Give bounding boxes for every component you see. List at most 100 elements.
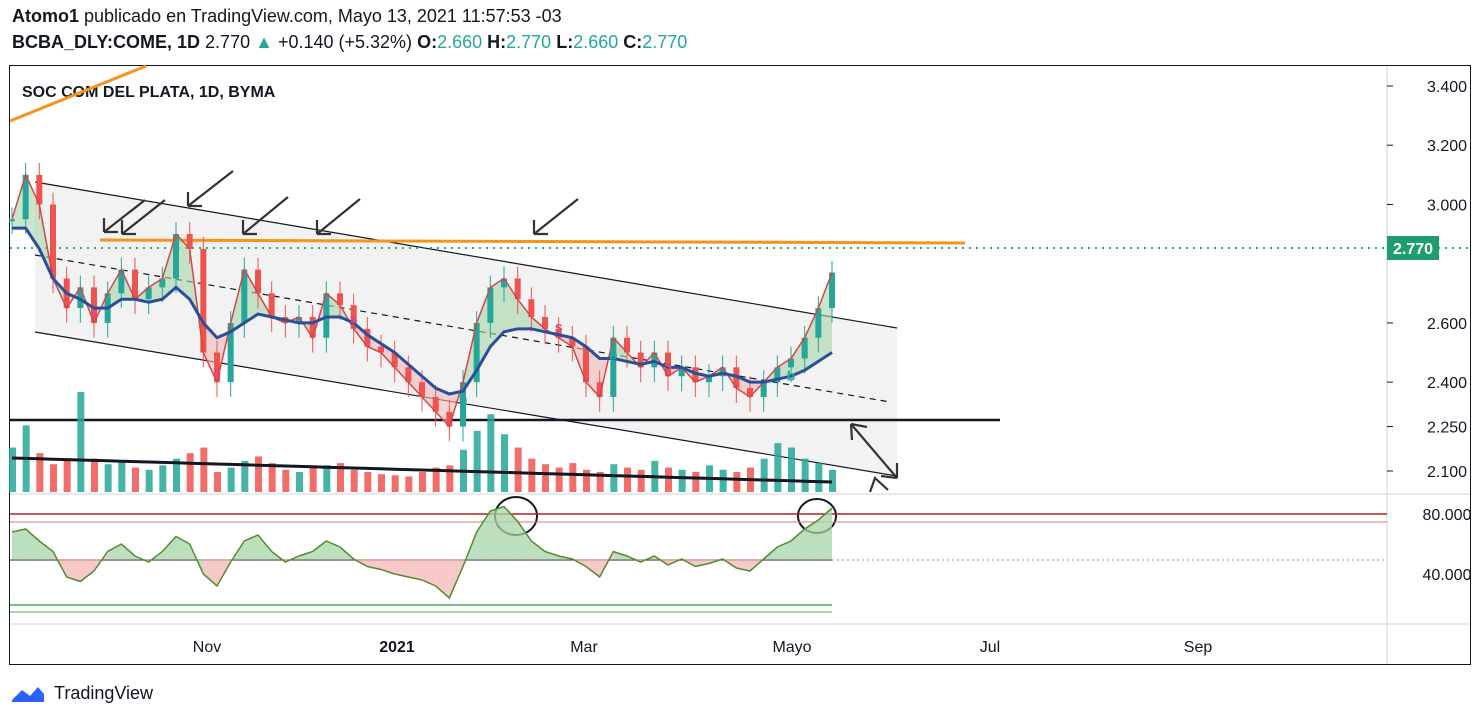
volume-bar (624, 467, 631, 492)
candle-body (419, 382, 425, 397)
price-tick-label: 3.200 (1427, 138, 1467, 155)
publish-info: publicado en TradingView.com, Mayo 13, 2… (84, 6, 562, 26)
candle-body (432, 396, 439, 412)
rsi-tick-label: 40.000 (1423, 567, 1472, 584)
rsi-fill (244, 535, 258, 559)
candle-body (309, 317, 316, 338)
volume-bar (227, 467, 235, 492)
volume-bar (788, 447, 795, 492)
candle-body (50, 204, 56, 279)
volume-bar (50, 464, 57, 492)
volume-bar (268, 463, 276, 492)
candle-body (583, 346, 589, 383)
rsi-fill (504, 506, 518, 559)
volume-bar (719, 469, 727, 492)
signal-marker: s (213, 363, 221, 379)
signal-marker: s (90, 304, 98, 320)
volume-bar (391, 475, 399, 492)
price-ema-fill (613, 337, 627, 362)
signal-marker: b (609, 347, 618, 363)
candle-body (501, 278, 507, 288)
candle-body (159, 278, 166, 288)
candle-body (9, 219, 15, 222)
rsi-fill (312, 541, 327, 559)
price-ema-fill (435, 388, 450, 427)
volume-bar (760, 458, 768, 492)
volume-bar (501, 434, 508, 492)
candle-body (132, 269, 138, 300)
candle-body (391, 352, 398, 368)
volume-bar (528, 458, 536, 492)
candle-body (91, 287, 97, 323)
price-tick-label: 3.400 (1427, 79, 1467, 96)
rsi-tick-label: 80.000 (1423, 507, 1472, 524)
open-value: 2.660 (437, 32, 483, 52)
rsi-fill (695, 559, 709, 567)
volume-bar (583, 469, 590, 492)
price-ema-fill (176, 234, 190, 300)
time-axis-label: Mayo (772, 639, 811, 656)
candle-body (255, 269, 261, 294)
rsi-fill (107, 544, 122, 559)
price-ema-fill (791, 337, 805, 377)
open-label: O: (417, 32, 438, 52)
channel-upper-line (34, 181, 898, 329)
volume-bar (350, 469, 358, 492)
price-tick-label: 3.000 (1427, 197, 1467, 214)
rsi-fill (39, 541, 53, 559)
rsi-fill (804, 520, 819, 559)
volume-bar (145, 469, 153, 492)
low-value: 2.660 (573, 32, 619, 52)
price-ema-fill (777, 358, 791, 380)
arrow-pointer-2 (120, 199, 166, 236)
price-ema-fill (107, 269, 122, 309)
candle-body (268, 293, 275, 317)
candle-body (774, 367, 781, 383)
rsi-fill (791, 529, 805, 559)
rsi-fill (12, 529, 26, 559)
candle-body (296, 317, 302, 323)
candle-body (241, 269, 248, 323)
candle-body (706, 376, 712, 383)
price-ema-fill (326, 293, 340, 317)
price-tick-label: 2.250 (1427, 420, 1467, 437)
publication-line: Atomo1 publicado en TradingView.com, May… (12, 6, 562, 27)
candle-body (610, 337, 617, 397)
volume-bar (337, 463, 344, 492)
price-ema-fill (422, 376, 436, 412)
price-ema-fill (818, 272, 832, 362)
symbol-label: BCBA_DLY:COME, 1D (12, 32, 201, 52)
volume-bar (596, 472, 604, 492)
volume-bar (63, 458, 71, 492)
rsi-fill (531, 541, 545, 559)
volume-bar (665, 467, 672, 492)
volume-bar (36, 453, 44, 492)
ohlc-line: BCBA_DLY:COME, 1D 2.770 ▲ +0.140 (+5.32%… (12, 32, 687, 53)
volume-bar (514, 447, 522, 492)
last-price-tag-label: 2.770 (1393, 241, 1433, 258)
price-tick-label: 2.600 (1427, 316, 1467, 333)
volume-bar (405, 476, 413, 492)
resistance-line (99, 238, 966, 245)
candle-body (186, 234, 193, 249)
time-axis-label: Mar (570, 639, 598, 656)
long-trend-line (9, 64, 147, 123)
last-price: 2.770 (205, 32, 251, 52)
volume-bar (282, 469, 290, 492)
rsi-fill (476, 511, 491, 559)
volume-bar (118, 460, 126, 492)
rsi-fill (162, 536, 176, 559)
rsi-fill (25, 529, 40, 559)
candle-body (378, 346, 384, 353)
rsi-fill (517, 521, 532, 559)
channel-shading (35, 182, 897, 476)
up-triangle-icon: ▲ (255, 32, 273, 52)
price-ema-fill (408, 364, 422, 397)
tradingview-footer[interactable]: TradingView (10, 683, 153, 704)
volume-bar (132, 467, 139, 492)
price-tick-label: 2.400 (1427, 375, 1467, 392)
volume-bar (432, 467, 440, 492)
volume-bar (555, 467, 563, 492)
candle-body (405, 367, 412, 383)
